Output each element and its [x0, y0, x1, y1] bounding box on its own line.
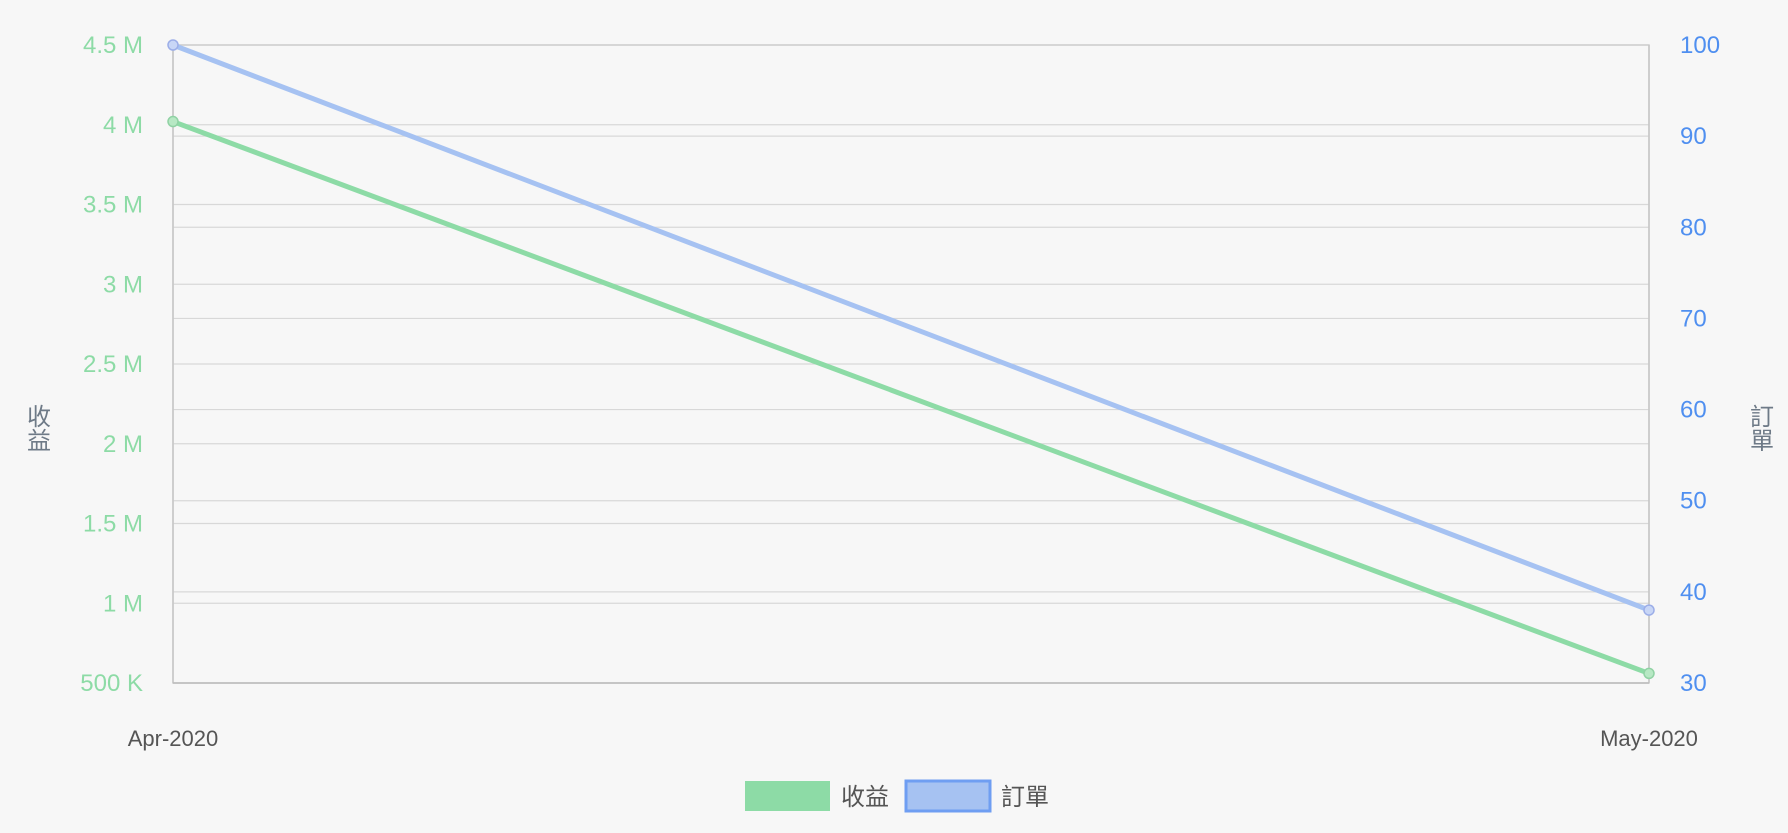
revenue-point [167, 115, 179, 128]
right-axis-ticks: 30 40 50 60 70 80 90 100 [1680, 32, 1720, 697]
left-axis-title: 收益 [23, 404, 50, 452]
orders-point [167, 39, 179, 51]
x-axis-category-label: May-2020 [1600, 726, 1698, 751]
revenue-point [1643, 667, 1655, 680]
right-axis-tick-label: 60 [1680, 397, 1707, 424]
right-axis-tick-label: 30 [1680, 670, 1707, 697]
orders-point [1643, 604, 1655, 616]
x-axis-ticks: Apr-2020 May-2020 [128, 726, 1698, 751]
right-axis-tick-label: 80 [1680, 214, 1707, 241]
x-axis-category-label: Apr-2020 [128, 726, 219, 751]
left-axis-ticks: 500 K 1 M 1.5 M 2 M 2.5 M 3 M 3.5 M 4 M 4.5 M [80, 32, 143, 697]
right-axis-tick-label: 50 [1680, 488, 1707, 515]
left-axis-tick-label: 1 M [103, 590, 143, 617]
left-axis-tick-label: 500 K [80, 670, 143, 697]
left-axis-tick-label: 1.5 M [83, 511, 143, 538]
right-axis-tick-label: 70 [1680, 305, 1707, 332]
left-axis-tick-label: 3 M [103, 271, 143, 298]
left-axis-tick-label: 3.5 M [83, 192, 143, 219]
right-axis-tick-label: 90 [1680, 123, 1707, 150]
points-layer [167, 39, 1655, 680]
legend: 收益 訂單 [745, 779, 1049, 813]
right-axis-tick-label: 40 [1680, 579, 1707, 606]
legend-label-revenue: 收益 [841, 784, 889, 811]
left-grid [173, 44, 1649, 684]
right-axis-title: 訂單 [1746, 404, 1773, 452]
left-axis-tick-label: 2 M [103, 431, 143, 458]
left-axis-tick-label: 4.5 M [83, 32, 143, 59]
right-axis-tick-label: 100 [1680, 32, 1720, 59]
left-axis-tick-label: 2.5 M [83, 351, 143, 378]
orders-line [170, 42, 1652, 613]
legend-swatch-revenue [745, 781, 830, 811]
left-axis-tick-label: 4 M [103, 112, 143, 139]
revenue-line [170, 119, 1652, 676]
legend-label-orders: 訂單 [1001, 784, 1049, 811]
series-layer [170, 42, 1652, 676]
plot-frame [172, 44, 1650, 684]
legend-swatch-orders [904, 779, 992, 813]
